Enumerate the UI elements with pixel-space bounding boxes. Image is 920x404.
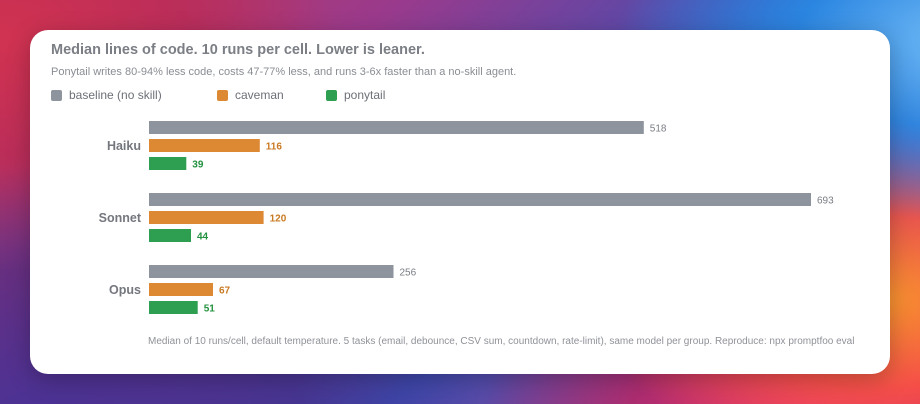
value-label-sonnet-baseline: 693 [817,196,834,207]
bar-haiku-baseline [149,121,644,134]
bar-haiku-caveman [149,139,260,152]
value-label-haiku-caveman: 116 [266,142,283,153]
bar-opus-baseline [149,265,394,278]
bar-sonnet-baseline [149,193,811,206]
category-label-sonnet: Sonnet [99,211,142,225]
legend-item-ponytail: ponytail [326,88,385,102]
bar-sonnet-ponytail [149,229,191,242]
category-label-opus: Opus [109,283,141,297]
bar-sonnet-caveman [149,211,264,224]
legend-swatch-baseline [51,89,62,101]
legend-swatch-ponytail [326,89,337,101]
legend-swatch-caveman [217,89,228,101]
value-label-sonnet-ponytail: 44 [197,232,209,243]
legend-item-caveman: caveman [217,88,284,102]
value-label-haiku-baseline: 518 [650,124,667,135]
legend-label-caveman: caveman [235,88,284,102]
category-label-haiku: Haiku [107,139,141,153]
bar-opus-caveman [149,283,213,296]
chart-card: Median lines of code. 10 runs per cell. … [30,30,890,374]
chart-legend: baseline (no skill) caveman ponytail [51,88,651,102]
chart-title: Median lines of code. 10 runs per cell. … [51,42,425,58]
bar-haiku-ponytail [149,157,187,170]
value-label-opus-baseline: 256 [400,268,417,279]
legend-label-baseline: baseline (no skill) [69,88,162,102]
legend-label-ponytail: ponytail [344,88,386,102]
chart-subtitle: Ponytail writes 80-94% less code, costs … [51,66,517,78]
value-label-sonnet-caveman: 120 [270,214,287,225]
value-label-opus-caveman: 67 [219,286,231,297]
bar-opus-ponytail [149,301,198,314]
value-label-opus-ponytail: 51 [204,304,216,315]
legend-item-baseline: baseline (no skill) [51,88,162,102]
value-label-haiku-ponytail: 39 [192,160,204,171]
chart-footnote: Median of 10 runs/cell, default temperat… [148,336,855,347]
